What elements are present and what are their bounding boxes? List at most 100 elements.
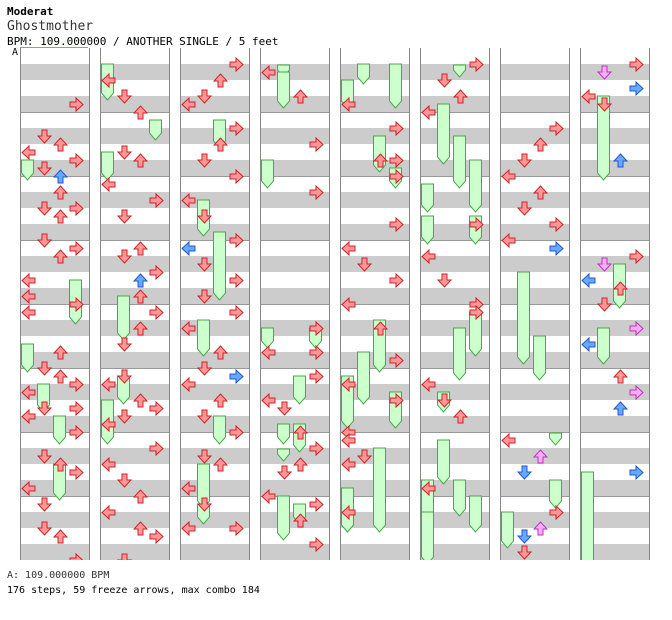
beat-stripe [341,192,409,208]
measure-line [101,176,169,177]
up-arrow-icon [212,137,229,152]
beat-stripe [21,544,89,560]
beat-stripe [101,352,169,368]
up-arrow-icon [612,401,629,416]
beat-stripe [581,544,649,560]
left-arrow-icon [21,288,36,305]
right-arrow-icon [389,272,404,289]
measure-line [581,176,649,177]
up-arrow-icon [532,185,549,200]
freeze-arrow-down [517,271,530,365]
chart-column [340,48,410,560]
right-arrow-icon [629,320,644,337]
left-arrow-icon [581,88,596,105]
beat-stripe [21,192,89,208]
down-arrow-icon [116,145,133,160]
left-arrow-icon [101,504,116,521]
measure-line [261,112,329,113]
right-arrow-icon [229,120,244,137]
up-arrow-icon [132,289,149,304]
down-arrow-icon [196,257,213,272]
right-arrow-icon [629,80,644,97]
measure-line [341,304,409,305]
beat-stripe [501,320,569,336]
freeze-arrow-left [21,343,34,373]
up-arrow-icon [372,153,389,168]
beat-stripe [261,352,329,368]
down-arrow-icon [196,153,213,168]
down-arrow-icon [116,337,133,352]
freeze-arrow-up [453,135,466,189]
right-arrow-icon [149,440,164,457]
freeze-arrow-down [117,295,130,341]
beat-stripe [101,160,169,176]
beat-stripe [501,224,569,240]
beat-stripe [341,288,409,304]
freeze-arrow-left [101,151,114,181]
beat-stripe [581,512,649,528]
up-arrow-icon [532,449,549,464]
right-arrow-icon [389,392,404,409]
left-arrow-icon [501,168,516,185]
right-arrow-icon [229,304,244,321]
freeze-arrow-up [293,375,306,405]
beat-stripe [261,480,329,496]
measure-line [501,176,569,177]
artist-name: Moderat [7,5,54,18]
measure-line [21,368,89,369]
down-arrow-icon [596,297,613,312]
left-arrow-icon [101,416,116,433]
up-arrow-icon [612,281,629,296]
right-arrow-icon [309,536,324,553]
freeze-arrow-down [277,495,290,541]
freeze-arrow-right [389,63,402,109]
down-arrow-icon [596,65,613,80]
beat-stripe [501,96,569,112]
up-arrow-icon [52,137,69,152]
beat-stripe [101,512,169,528]
left-arrow-icon [101,376,116,393]
beat-stripe [21,320,89,336]
right-arrow-icon [149,400,164,417]
measure-line [501,496,569,497]
freeze-arrow-left [421,183,434,213]
left-arrow-icon [341,456,356,473]
freeze-arrow-left [261,327,274,349]
left-arrow-icon [261,488,276,505]
beat-stripe [501,128,569,144]
measure-line [581,432,649,433]
measure-line [181,304,249,305]
down-arrow-icon [36,129,53,144]
down-arrow-icon [36,361,53,376]
up-arrow-icon [292,513,309,528]
beat-stripe [181,96,249,112]
up-arrow-icon [52,345,69,360]
measure-line [581,368,649,369]
beat-stripe [21,128,89,144]
left-arrow-icon [341,296,356,313]
measure-line [581,304,649,305]
right-arrow-icon [469,216,484,233]
down-arrow-icon [116,473,133,488]
beat-stripe [261,224,329,240]
right-arrow-icon [229,56,244,73]
left-arrow-icon [21,480,36,497]
right-arrow-icon [549,240,564,257]
beat-stripe [101,96,169,112]
right-arrow-icon [309,368,324,385]
right-arrow-icon [69,96,84,113]
beat-stripe [581,64,649,80]
up-arrow-icon [292,457,309,472]
down-arrow-icon [436,73,453,88]
chart-column [580,48,650,560]
left-arrow-icon [341,504,356,521]
right-arrow-icon [549,120,564,137]
freeze-arrow-down [277,71,290,109]
measure-line [341,368,409,369]
right-arrow-icon [229,368,244,385]
freeze-arrow-down [357,63,370,85]
right-arrow-icon [389,120,404,137]
up-arrow-icon [52,209,69,224]
down-arrow-icon [516,529,533,544]
down-arrow-icon [36,201,53,216]
